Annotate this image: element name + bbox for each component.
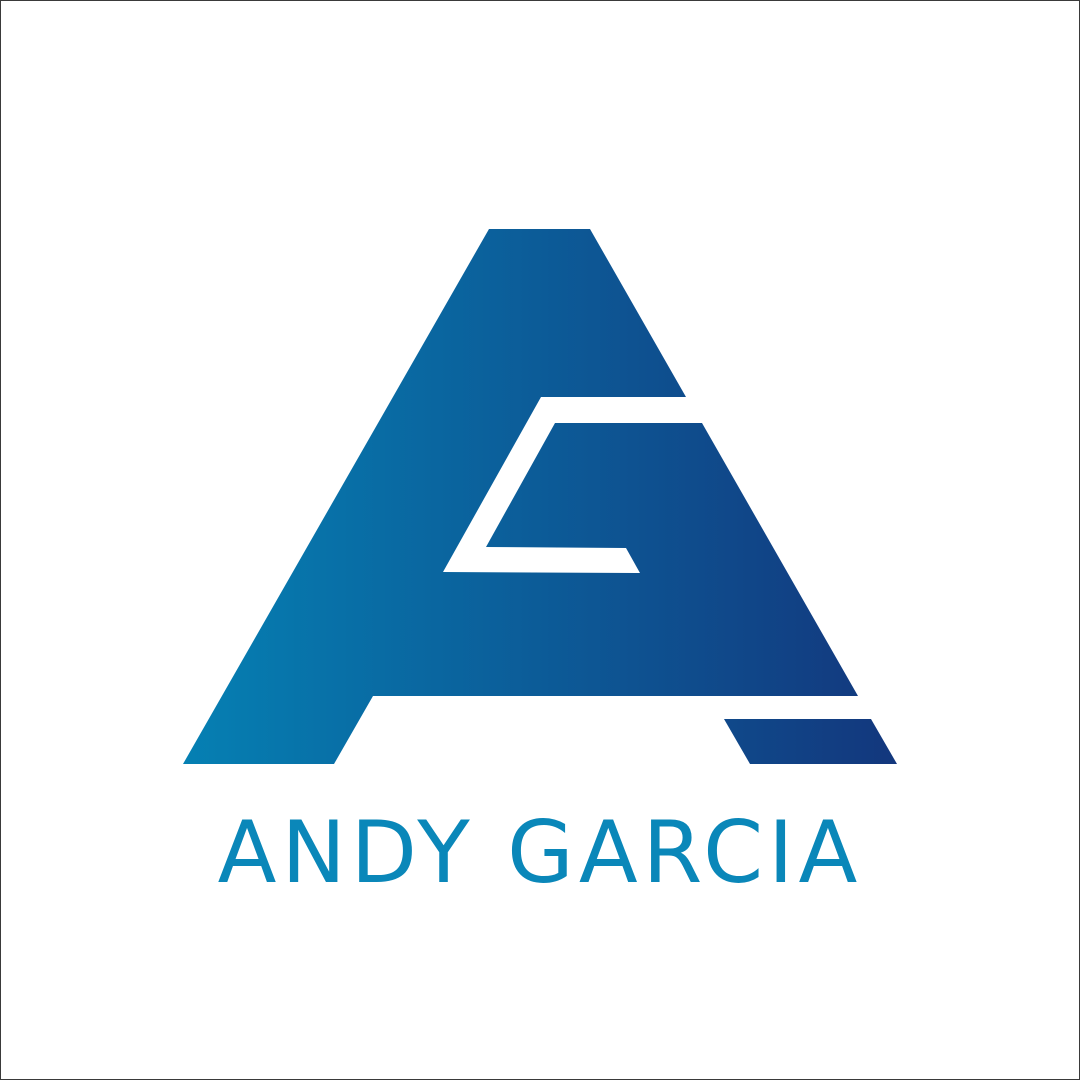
monogram-foot-shape [724,719,897,764]
brand-name: ANDY GARCIA [217,803,863,903]
monogram-a-shape [183,229,858,764]
